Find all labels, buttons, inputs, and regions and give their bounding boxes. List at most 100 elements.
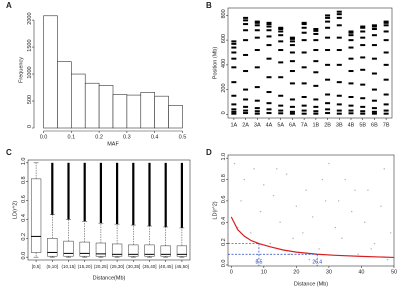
marker (231, 81, 237, 84)
marker (243, 23, 249, 26)
marker (243, 29, 249, 32)
marker (348, 82, 354, 85)
marker (243, 112, 249, 115)
marker (289, 37, 295, 40)
marker (336, 13, 342, 16)
y-tick-label: 0.4 (21, 214, 27, 222)
x-tick-label: 3A (254, 122, 261, 128)
marker (301, 26, 307, 29)
x-tick-label: 0.5 (179, 134, 187, 140)
bar (126, 94, 142, 129)
marker (266, 102, 272, 105)
marker (243, 105, 249, 108)
point (337, 200, 340, 202)
marker (243, 109, 249, 112)
marker (254, 112, 260, 115)
marker (301, 31, 307, 34)
x-tick-label: 6A (289, 122, 296, 128)
marker (360, 36, 366, 39)
marker (360, 30, 366, 33)
x-axis-label: MAF (107, 141, 119, 147)
marker (383, 63, 389, 66)
marker (266, 25, 272, 28)
marker (278, 34, 284, 37)
marker (289, 40, 295, 43)
marker (348, 70, 354, 73)
x-tick-label: 0.3 (123, 134, 131, 140)
bar (71, 73, 86, 129)
panel-label: B (206, 1, 212, 10)
marker (371, 107, 377, 110)
marker (243, 88, 249, 91)
plot-frame (227, 7, 393, 119)
marker (371, 112, 377, 115)
marker (360, 25, 366, 28)
marker (278, 49, 284, 52)
point (344, 178, 346, 181)
box (79, 241, 90, 257)
marker (289, 36, 295, 39)
x-tick-label: 1B (312, 122, 319, 128)
marker (231, 57, 237, 60)
marker (325, 36, 331, 39)
marker (289, 44, 295, 47)
marker (325, 63, 331, 66)
bar (154, 95, 169, 129)
marker (266, 44, 272, 47)
x-tick-label: 7B (383, 122, 390, 128)
marker (266, 57, 272, 60)
marker (383, 112, 389, 115)
marker (336, 16, 342, 19)
marker (313, 98, 319, 101)
marker (383, 30, 389, 33)
marker (266, 35, 272, 38)
point (367, 189, 369, 191)
y-tick-label: 1.0 (21, 158, 27, 166)
point (253, 168, 255, 170)
plot-frame (227, 154, 395, 267)
x-tick-label: (45,50] (175, 264, 189, 269)
marker (278, 28, 284, 31)
point (292, 237, 294, 239)
point (295, 205, 298, 207)
marker (313, 60, 319, 63)
marker (360, 26, 366, 29)
y-axis-label: LD(r^2) (12, 201, 18, 219)
marker (278, 30, 284, 33)
x-tick-label: 0.1 (68, 134, 76, 140)
marker (266, 76, 272, 79)
marker (254, 86, 260, 89)
marker (313, 29, 319, 32)
marker (301, 51, 307, 54)
marker (360, 83, 366, 86)
marker (266, 112, 272, 115)
marker (325, 78, 331, 81)
marker (360, 110, 366, 113)
marker (301, 21, 307, 24)
x-tick-label: 1A (230, 122, 237, 128)
point (324, 200, 327, 202)
y-tick-label: 0 (27, 125, 33, 128)
marker (360, 105, 366, 108)
x-tick-label: 4B (348, 122, 355, 128)
marker (254, 107, 260, 110)
marker (231, 110, 237, 113)
marker (383, 21, 389, 24)
x-tick-label: (20,25] (94, 264, 108, 269)
marker (231, 42, 237, 45)
box (47, 238, 58, 257)
marker (371, 25, 377, 28)
point (302, 232, 304, 234)
x-tick-label: [0,5] (32, 264, 41, 269)
marker (289, 105, 295, 108)
y-tick-label: 0.6 (21, 195, 27, 203)
y-tick-label: 0.2 (221, 238, 227, 246)
marker (243, 39, 249, 42)
marker (383, 24, 389, 27)
marker (325, 14, 331, 17)
marker (313, 49, 319, 52)
marker (336, 103, 342, 106)
plot-frame (27, 159, 191, 261)
marker (231, 103, 237, 106)
